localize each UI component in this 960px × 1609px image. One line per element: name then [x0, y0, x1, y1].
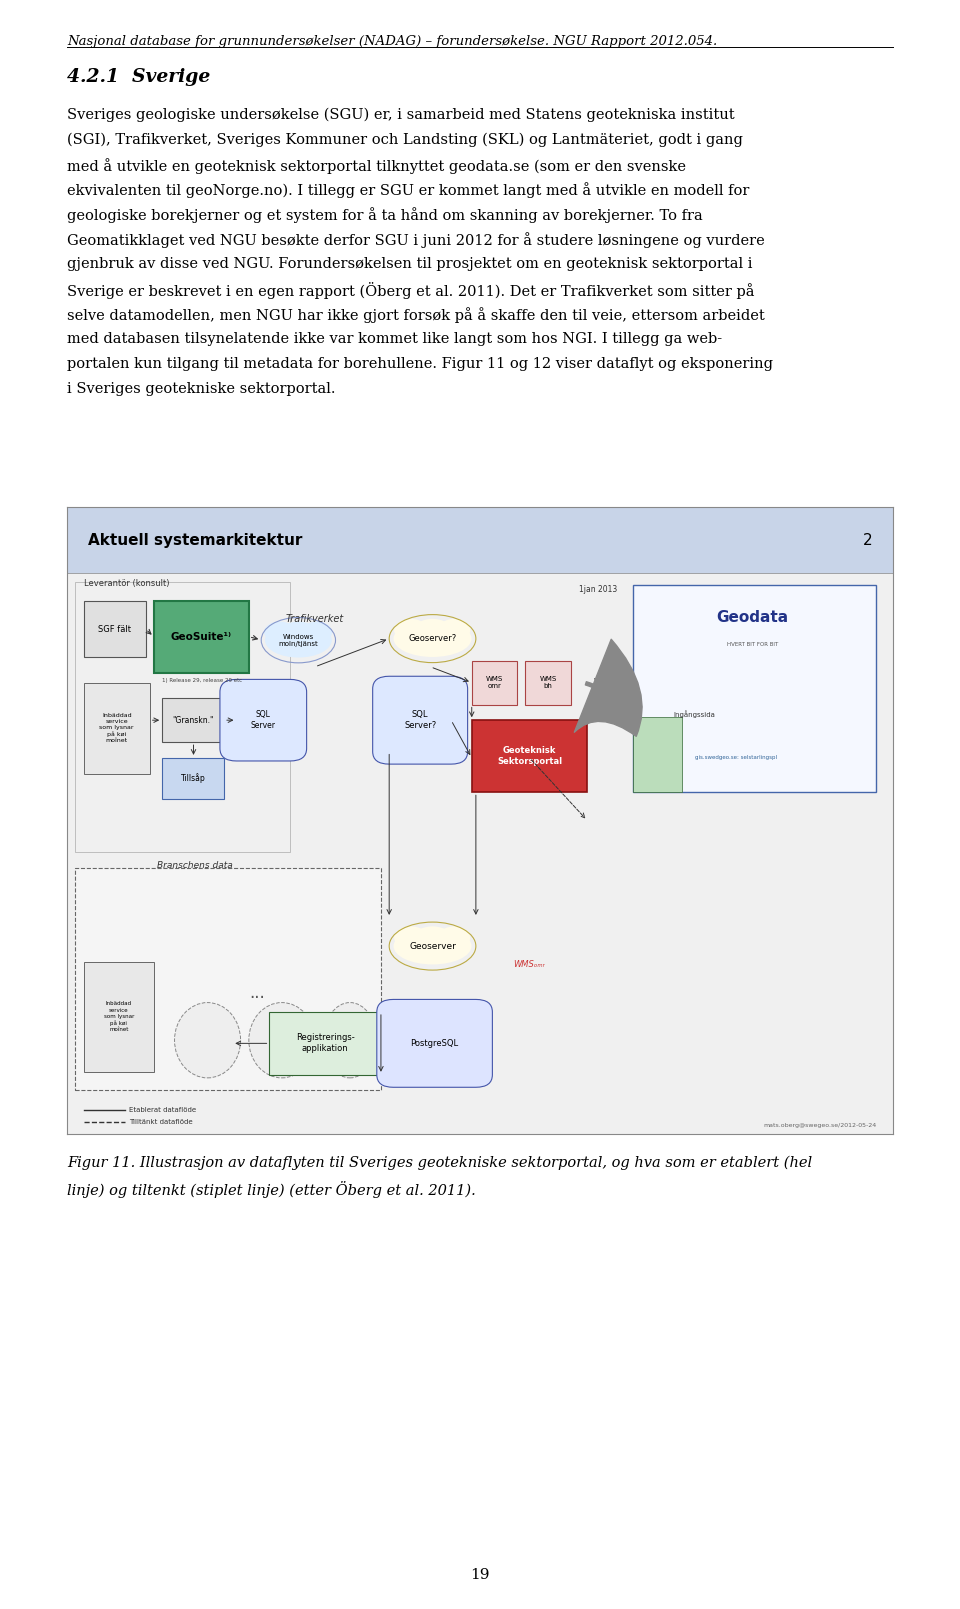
Text: 1jan 2013: 1jan 2013 — [579, 586, 617, 594]
Ellipse shape — [394, 928, 471, 964]
Text: WMS
omr: WMS omr — [486, 676, 503, 689]
Bar — [162, 698, 224, 742]
Text: Leverantör (konsult): Leverantör (konsult) — [84, 579, 169, 587]
Bar — [525, 661, 571, 705]
Bar — [84, 962, 154, 1072]
Text: Branschens data: Branschens data — [157, 861, 233, 870]
FancyBboxPatch shape — [376, 999, 492, 1088]
Text: ...: ... — [250, 985, 265, 1002]
Text: Trafikverket: Trafikverket — [286, 613, 344, 624]
Text: (SGI), Trafikverket, Sveriges Kommuner och Landsting (SKL) og Lantmäteriet, godt: (SGI), Trafikverket, Sveriges Kommuner o… — [67, 132, 743, 146]
Text: HVERT BIT FOR BIT: HVERT BIT FOR BIT — [727, 642, 778, 647]
Text: linje) og tiltenkt (stiplet linje) (etter Öberg et al. 2011).: linje) og tiltenkt (stiplet linje) (ette… — [67, 1181, 476, 1199]
Ellipse shape — [175, 1002, 241, 1078]
Text: Windows
moln/tjänst: Windows moln/tjänst — [278, 634, 319, 647]
Ellipse shape — [281, 621, 316, 644]
Text: Ingångssida: Ingångssida — [674, 710, 715, 718]
Text: Registrerings-
applikation: Registrerings- applikation — [296, 1033, 354, 1054]
Bar — [270, 1012, 381, 1075]
Text: Geoteknisk
Sektorsportal: Geoteknisk Sektorsportal — [497, 747, 563, 766]
Text: Nasjonal database for grunnundersøkelser (NADAG) – forundersøkelse. NGU Rapport : Nasjonal database for grunnundersøkelser… — [67, 35, 717, 48]
Text: i Sveriges geotekniske sektorportal.: i Sveriges geotekniske sektorportal. — [67, 381, 336, 396]
Text: Sverige er beskrevet i en egen rapport (Öberg et al. 2011). Det er Trafikverket : Sverige er beskrevet i en egen rapport (… — [67, 283, 755, 299]
Bar — [633, 718, 683, 792]
Bar — [76, 582, 290, 853]
Text: WMS
bh: WMS bh — [540, 676, 557, 689]
Ellipse shape — [264, 621, 296, 644]
Text: gjenbruk av disse ved NGU. Forundersøkelsen til prosjektet om en geoteknisk sekt: gjenbruk av disse ved NGU. Forundersøkel… — [67, 257, 753, 272]
Ellipse shape — [438, 927, 470, 949]
Text: selve datamodellen, men NGU har ikke gjort forsøk på å skaffe den til veie, ette: selve datamodellen, men NGU har ikke gjo… — [67, 307, 765, 323]
Text: Tilltänkt dataflöde: Tilltänkt dataflöde — [129, 1118, 193, 1125]
Ellipse shape — [395, 927, 427, 949]
Text: gis.swedgeo.se: selstarlingspl: gis.swedgeo.se: selstarlingspl — [695, 755, 777, 761]
Ellipse shape — [249, 1002, 315, 1078]
Text: Inbäddad
service
som lysnar
på køi
moînet: Inbäddad service som lysnar på køi moîne… — [104, 1001, 134, 1031]
Bar — [633, 586, 876, 792]
Text: 2: 2 — [862, 533, 873, 547]
Ellipse shape — [265, 623, 332, 658]
FancyBboxPatch shape — [372, 676, 468, 764]
Ellipse shape — [394, 619, 471, 656]
Text: Geoserver?: Geoserver? — [408, 634, 457, 644]
Text: portalen kun tilgang til metadata for borehullene. Figur 11 og 12 viser dataflyt: portalen kun tilgang til metadata for bo… — [67, 357, 773, 372]
Ellipse shape — [324, 1002, 377, 1078]
Text: WMSₒₘᵣ: WMSₒₘᵣ — [513, 961, 544, 969]
Text: Etablerat dataflöde: Etablerat dataflöde — [129, 1107, 196, 1113]
Text: med databasen tilsynelatende ikke var kommet like langt som hos NGI. I tillegg g: med databasen tilsynelatende ikke var ko… — [67, 333, 722, 346]
Text: 4.2.1  Sverige: 4.2.1 Sverige — [67, 68, 210, 85]
Text: Sveriges geologiske undersøkelse (SGU) er, i samarbeid med Statens geotekniska i: Sveriges geologiske undersøkelse (SGU) e… — [67, 108, 734, 122]
Text: Geodata: Geodata — [716, 610, 788, 626]
Ellipse shape — [438, 619, 470, 642]
Text: SQL
Server?: SQL Server? — [404, 710, 436, 730]
Text: "Granskn.": "Granskn." — [173, 716, 214, 724]
Text: 1) Release 29, release 29 etc: 1) Release 29, release 29 etc — [161, 677, 242, 684]
Text: WMS: WMS — [593, 677, 614, 687]
Bar — [471, 721, 588, 792]
Ellipse shape — [395, 619, 427, 642]
Bar — [67, 507, 893, 573]
Ellipse shape — [414, 927, 451, 949]
Text: Aktuell systemarkitektur: Aktuell systemarkitektur — [88, 533, 302, 547]
Text: 19: 19 — [470, 1567, 490, 1582]
Text: Geoserver: Geoserver — [409, 941, 456, 951]
Bar — [162, 758, 224, 798]
Text: mats.oberg@swegeo.se/2012-05-24: mats.oberg@swegeo.se/2012-05-24 — [763, 1123, 876, 1128]
Text: ekvivalenten til geoNorge.no). I tillegg er SGU er kommet langt med å utvikle en: ekvivalenten til geoNorge.no). I tillegg… — [67, 183, 750, 198]
Text: SQL
Server: SQL Server — [251, 710, 276, 730]
Text: med å utvikle en geoteknisk sektorportal tilknyttet geodata.se (som er den svens: med å utvikle en geoteknisk sektorportal… — [67, 158, 686, 174]
Text: PostgreSQL: PostgreSQL — [411, 1039, 459, 1047]
Bar — [76, 867, 381, 1091]
Bar — [84, 600, 146, 658]
Bar — [154, 600, 249, 673]
Text: GeoSuite¹⁾: GeoSuite¹⁾ — [171, 632, 232, 642]
Text: geologiske borekjerner og et system for å ta hånd om skanning av borekjerner. To: geologiske borekjerner og et system for … — [67, 208, 703, 224]
Bar — [471, 661, 517, 705]
Ellipse shape — [414, 619, 451, 642]
Text: SGF fält: SGF fält — [98, 624, 132, 634]
FancyBboxPatch shape — [220, 679, 306, 761]
Text: Figur 11. Illustrasjon av dataflyten til Sveriges geotekniske sektorportal, og h: Figur 11. Illustrasjon av dataflyten til… — [67, 1155, 812, 1170]
Text: Geomatikklaget ved NGU besøkte derfor SGU i juni 2012 for å studere løsningene o: Geomatikklaget ved NGU besøkte derfor SG… — [67, 232, 765, 248]
FancyArrowPatch shape — [574, 639, 642, 737]
Text: Tillsåp: Tillsåp — [180, 774, 205, 784]
Ellipse shape — [301, 621, 332, 644]
Bar — [84, 682, 150, 774]
Text: Inbäddad
service
som lysnar
på køi
moînet: Inbäddad service som lysnar på køi moîne… — [100, 713, 134, 743]
